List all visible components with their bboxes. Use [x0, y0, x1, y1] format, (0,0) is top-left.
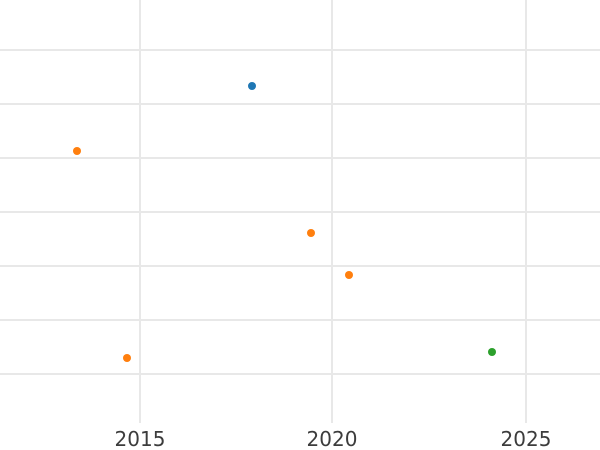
vertical-gridline — [139, 0, 141, 423]
x-axis-tick-label: 2015 — [114, 427, 166, 450]
horizontal-gridline — [0, 49, 600, 51]
horizontal-gridline — [0, 157, 600, 159]
horizontal-gridline — [0, 319, 600, 321]
x-axis-tick-label: 2025 — [500, 427, 552, 450]
vertical-gridline — [331, 0, 333, 423]
horizontal-gridline — [0, 211, 600, 213]
scatter-point-series-orange — [307, 228, 315, 237]
horizontal-gridline — [0, 265, 600, 267]
x-axis-tick-label: 2020 — [306, 427, 358, 450]
scatter-point-series-blue — [248, 81, 256, 90]
scatter-point-series-orange — [72, 146, 81, 155]
scatter-point-series-orange — [344, 270, 353, 279]
horizontal-gridline — [0, 103, 600, 105]
horizontal-gridline — [0, 373, 600, 375]
vertical-gridline — [525, 0, 527, 423]
scatter-point-series-orange — [122, 353, 131, 362]
scatter-point-series-green — [488, 347, 496, 356]
